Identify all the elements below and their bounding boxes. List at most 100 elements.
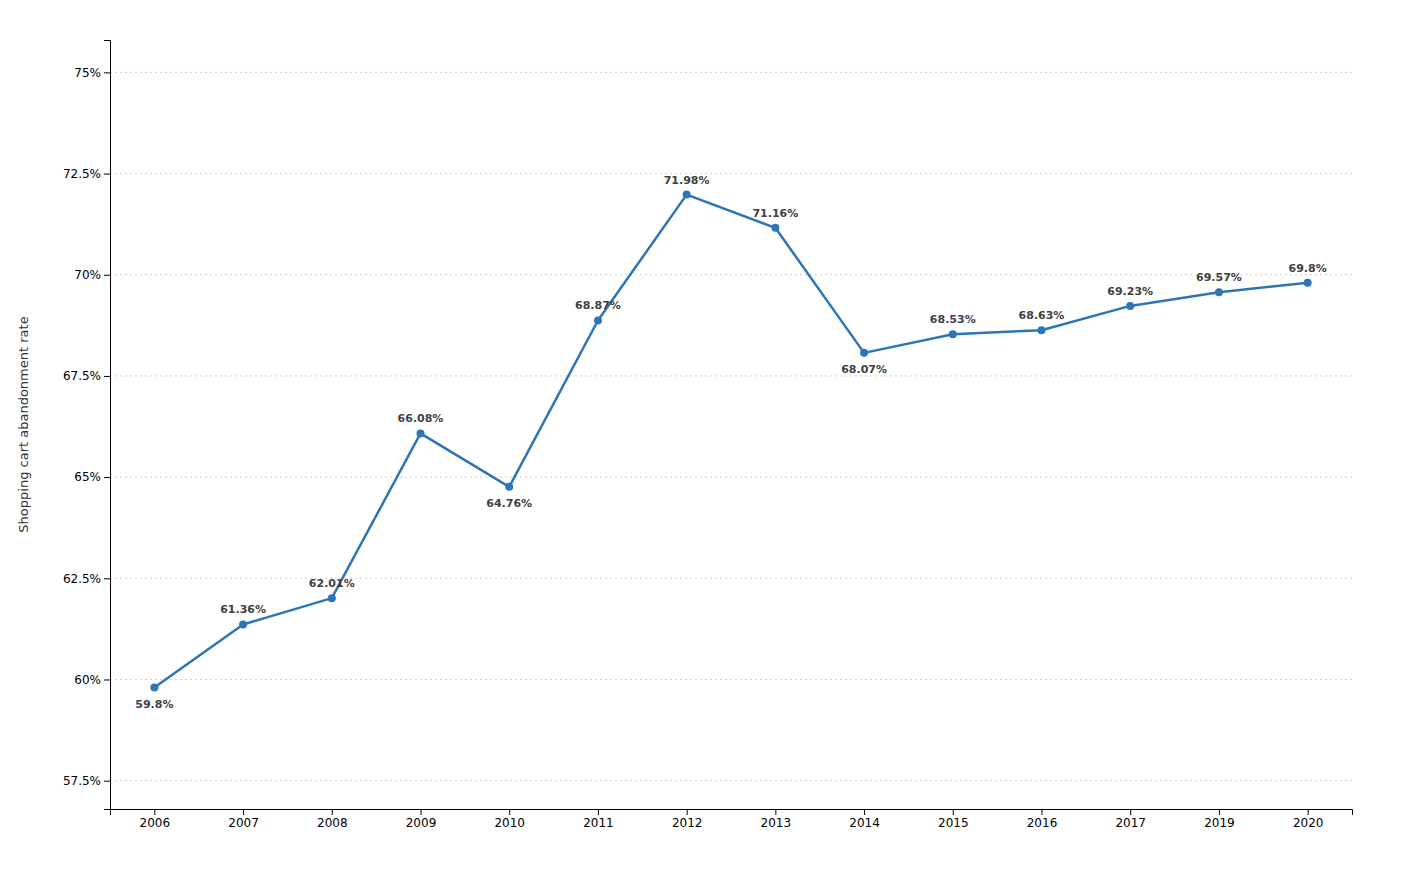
grid-line [110, 72, 1352, 73]
x-tick-mark [1219, 809, 1220, 815]
point [1038, 326, 1046, 334]
y-tick-label: 65% [74, 470, 101, 484]
data-label: 71.16% [752, 207, 798, 220]
y-tick: 67.5% [63, 369, 110, 383]
point [505, 483, 513, 491]
x-tick-mark [598, 809, 599, 815]
grid-line [110, 274, 1352, 275]
data-label: 69.23% [1107, 285, 1153, 298]
point [860, 349, 868, 357]
y-tick-mark [104, 578, 110, 579]
x-tick: 2011 [583, 809, 614, 830]
x-tick-mark [154, 809, 155, 815]
grid-line [110, 679, 1352, 680]
y-tick: 60% [74, 673, 110, 687]
x-tick-mark [243, 809, 244, 815]
y-tick-label: 60% [74, 673, 101, 687]
y-tick-mark [104, 174, 110, 175]
data-label: 68.07% [841, 363, 887, 376]
x-tick-mark [775, 809, 776, 815]
grid-line [110, 780, 1352, 781]
y-tick-mark [104, 477, 110, 478]
x-tick-label: 2019 [1204, 816, 1235, 830]
x-tick: 2017 [1115, 809, 1146, 830]
point [1304, 279, 1312, 287]
y-tick: 62.5% [63, 572, 110, 586]
y-tick-mark [104, 72, 110, 73]
x-tick-mark [864, 809, 865, 815]
x-tick: 2013 [761, 809, 792, 830]
y-axis-line [104, 41, 111, 810]
y-tick-label: 75% [74, 66, 101, 80]
y-tick-label: 57.5% [63, 774, 101, 788]
x-tick-label: 2017 [1115, 816, 1146, 830]
x-tick-label: 2016 [1027, 816, 1058, 830]
x-tick-label: 2012 [672, 816, 703, 830]
point [328, 594, 336, 602]
y-tick-label: 62.5% [63, 572, 101, 586]
x-tick-label: 2013 [761, 816, 792, 830]
point [594, 316, 602, 324]
y-tick-mark [104, 781, 110, 782]
x-tick-mark [687, 809, 688, 815]
y-tick: 72.5% [63, 167, 110, 181]
plot: 57.5% 60% 62.5% 65% 67.5% 70% 72.5% 75% 2006 2007… [63, 41, 1353, 830]
x-tick: 2020 [1293, 809, 1324, 830]
x-tick-label: 2007 [228, 816, 259, 830]
y-tick: 65% [74, 470, 110, 484]
grid [110, 72, 1352, 780]
point [150, 684, 158, 692]
data-labels: 59.8%61.36%62.01%66.08%64.76%68.87%71.98… [135, 174, 1326, 711]
point [949, 330, 957, 338]
x-tick: 2015 [938, 809, 969, 830]
y-tick-label: 67.5% [63, 369, 101, 383]
y-tick-label: 72.5% [63, 167, 101, 181]
x-tick: 2016 [1027, 809, 1058, 830]
x-tick-label: 2011 [583, 816, 614, 830]
data-label: 64.76% [486, 497, 532, 510]
data-label: 69.8% [1289, 262, 1327, 275]
x-tick-label: 2020 [1293, 816, 1324, 830]
data-label: 62.01% [309, 577, 355, 590]
grid-line [110, 375, 1352, 376]
y-tick-mark [104, 679, 110, 680]
x-tick-mark [1130, 809, 1131, 815]
point [683, 191, 691, 199]
point [771, 224, 779, 232]
point [1126, 302, 1134, 310]
x-tick: 2010 [494, 809, 525, 830]
point [1215, 288, 1223, 296]
y-tick: 70% [74, 268, 110, 282]
x-tick: 2008 [317, 809, 348, 830]
grid-line [110, 578, 1352, 579]
chart: 57.5% 60% 62.5% 65% 67.5% 70% 72.5% 75% 2006 2007… [0, 0, 1402, 869]
y-axis-title: Shopping cart abandonment rate [16, 316, 31, 532]
x-tick: 2006 [140, 809, 171, 830]
x-tick: 2009 [406, 809, 437, 830]
x-tick-mark [332, 809, 333, 815]
data-label: 68.87% [575, 299, 621, 312]
y-tick-mark [104, 275, 110, 276]
x-tick-label: 2015 [938, 816, 969, 830]
x-tick-mark [1308, 809, 1309, 815]
data-label: 68.63% [1019, 309, 1065, 322]
x-tick-mark [421, 809, 422, 815]
data-label: 68.53% [930, 313, 976, 326]
x-tick-label: 2010 [494, 816, 525, 830]
y-tick-mark [104, 376, 110, 377]
data-label: 69.57% [1196, 271, 1242, 284]
x-tick: 2012 [672, 809, 703, 830]
y-tick: 57.5% [63, 774, 110, 788]
x-tick-label: 2014 [849, 816, 880, 830]
line [154, 195, 1307, 688]
x-tick-label: 2008 [317, 816, 348, 830]
y-tick: 75% [74, 66, 110, 80]
point [417, 429, 425, 437]
x-tick-mark [953, 809, 954, 815]
x-tick-mark [1042, 809, 1043, 815]
series [150, 191, 1311, 692]
grid-line [110, 173, 1352, 174]
data-label: 59.8% [135, 698, 173, 711]
x-tick: 2014 [849, 809, 880, 830]
data-label: 66.08% [398, 412, 444, 425]
